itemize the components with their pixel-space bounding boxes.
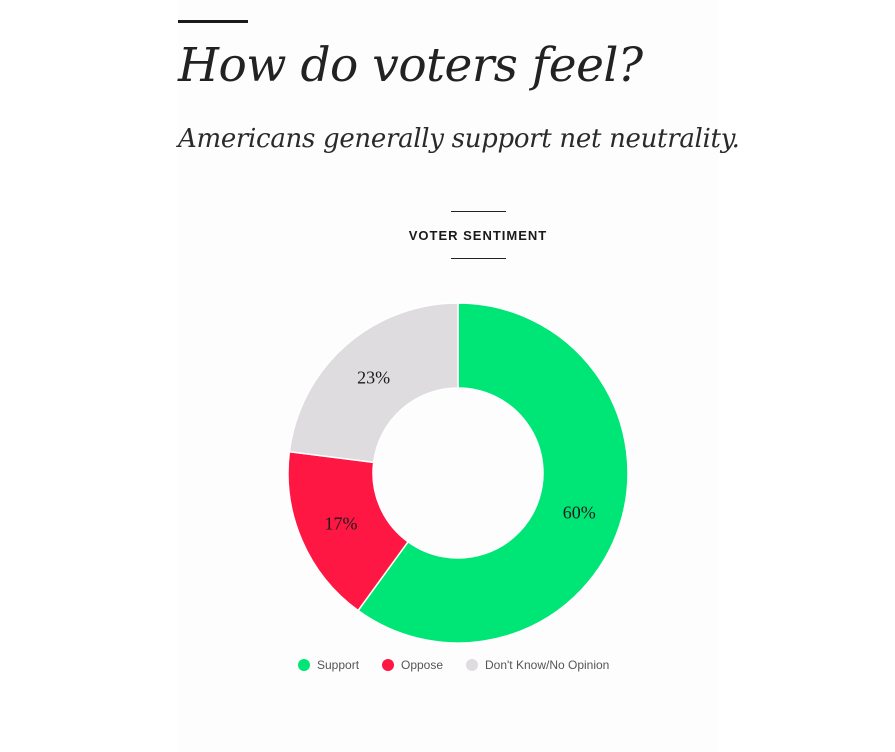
chart-title: VOTER SENTIMENT [408, 228, 548, 243]
slice-label: 17% [324, 514, 357, 534]
legend-item[interactable]: Don't Know/No Opinion [466, 658, 609, 672]
legend-label: Don't Know/No Opinion [485, 658, 610, 672]
legend-item[interactable]: Support [298, 658, 359, 672]
legend-swatch [466, 659, 478, 671]
slice-label: 23% [357, 367, 390, 387]
legend-item[interactable]: Oppose [382, 658, 443, 672]
headline-rule [178, 20, 248, 23]
legend-label: Oppose [401, 658, 444, 672]
page-title: How do voters feel? [178, 38, 643, 93]
donut-slice-oppose[interactable] [287, 450, 410, 612]
legend-label: Support [317, 658, 360, 672]
legend-swatch [298, 659, 310, 671]
page-subtitle: Americans generally support net neutrali… [178, 124, 740, 154]
chart-title-rule-bottom [451, 258, 506, 259]
legend-swatch [382, 659, 394, 671]
donut-slice-don-t-know-no-opinion[interactable] [288, 302, 459, 464]
chart-legend: Support Oppose Don't Know/No Opinion [298, 658, 638, 676]
slice-label: 60% [563, 502, 596, 522]
chart-title-rule-top [451, 211, 506, 212]
donut-slice-support[interactable] [357, 302, 629, 644]
